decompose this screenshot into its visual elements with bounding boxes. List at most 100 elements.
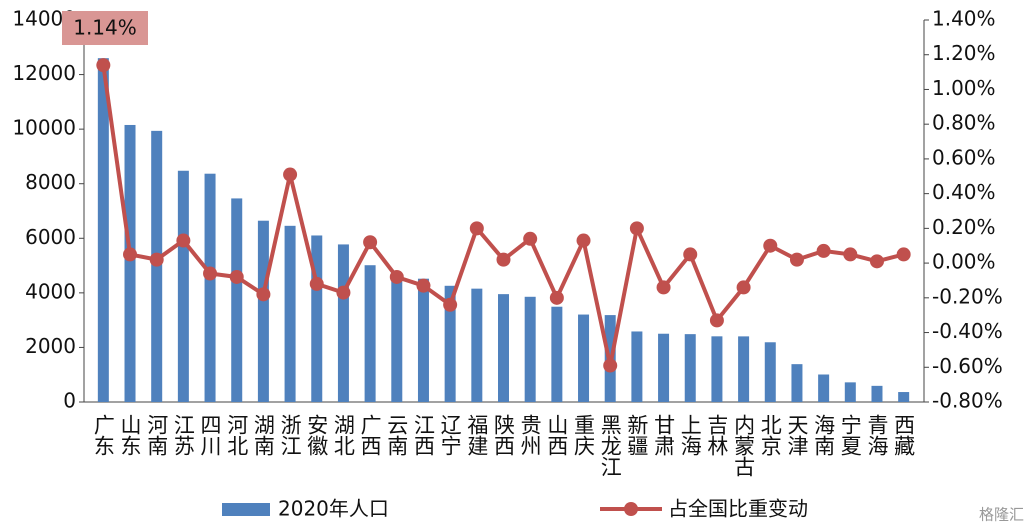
marker [283, 167, 298, 182]
bar [818, 374, 830, 402]
y2-tick-label: 0.60% [932, 145, 996, 169]
y-tick-label: 0 [63, 389, 76, 413]
legend-label: 2020年人口 [278, 497, 389, 521]
y-tick-label: 2000 [25, 334, 76, 358]
marker [443, 297, 458, 312]
x-tick-label: 山东 [118, 414, 142, 456]
marker [123, 247, 138, 262]
x-tick-label: 福建 [465, 414, 489, 456]
bar [764, 342, 776, 402]
bar [498, 294, 509, 402]
y2-tick-label: 1.40% [932, 7, 996, 31]
bar [631, 331, 643, 402]
y-tick-label: 4000 [25, 279, 76, 303]
x-tick-label: 陕西 [492, 414, 516, 456]
marker [416, 278, 431, 293]
bar [738, 336, 750, 402]
bar [337, 244, 349, 402]
marker [576, 233, 591, 248]
y2-tick-label: -0.80% [932, 389, 1003, 413]
marker [683, 247, 698, 262]
bar [898, 392, 910, 402]
bar [578, 314, 590, 402]
bar [471, 288, 483, 402]
x-tick-label: 海南 [812, 414, 836, 456]
y2-tick-label: -0.60% [932, 354, 1003, 378]
y-tick-label: 8000 [25, 170, 76, 194]
x-tick-label: 湖南 [251, 414, 275, 456]
marker [229, 269, 244, 284]
x-tick-label: 内蒙古 [732, 414, 756, 477]
marker [149, 252, 164, 267]
bar [204, 173, 216, 402]
y-tick-label: 12000 [12, 61, 76, 85]
bar [124, 124, 136, 402]
marker [336, 285, 351, 300]
y2-tick-label: 0.00% [932, 250, 996, 274]
bar [177, 170, 189, 402]
x-tick-label: 贵州 [518, 414, 542, 456]
watermark: 格隆汇 [979, 506, 1024, 524]
x-tick-label: 浙江 [278, 414, 302, 456]
marker [843, 247, 858, 262]
bar [658, 333, 670, 402]
x-tick-label: 天津 [785, 414, 809, 456]
marker [523, 231, 538, 246]
x-tick-label: 辽宁 [438, 414, 462, 456]
y2-tick-label: -0.40% [932, 319, 1003, 343]
y2-tick-label: 1.20% [932, 41, 996, 65]
marker [736, 280, 751, 295]
x-tick-label: 河南 [145, 414, 169, 456]
marker [389, 269, 404, 284]
bar [791, 364, 803, 402]
marker [789, 252, 804, 267]
annotation-box [62, 11, 148, 45]
bar [551, 306, 563, 402]
y2-tick-label: 1.00% [932, 76, 996, 100]
marker [816, 243, 831, 258]
legend-label: 占全国比重变动 [668, 497, 808, 521]
marker [363, 235, 378, 250]
bar [844, 382, 856, 402]
bar [524, 296, 536, 402]
y2-tick-label: 0.80% [932, 111, 996, 135]
bar [444, 285, 456, 402]
x-tick-label: 宁夏 [838, 414, 862, 456]
bar [97, 58, 109, 402]
marker [763, 238, 778, 253]
marker [709, 313, 724, 328]
annotation: 1.14% [73, 16, 137, 40]
marker [656, 280, 671, 295]
bar [284, 225, 296, 402]
x-tick-label: 广东 [91, 414, 115, 456]
marker [629, 221, 644, 236]
x-tick-label: 西藏 [892, 414, 916, 456]
bar [391, 273, 403, 402]
bar [684, 334, 696, 402]
x-tick-label: 云南 [385, 414, 409, 456]
legend-swatch [222, 503, 270, 516]
marker [869, 254, 884, 269]
y2-tick-label: 0.20% [932, 215, 996, 239]
bar [364, 265, 376, 402]
x-tick-label: 河北 [225, 414, 249, 456]
x-tick-label: 上海 [678, 414, 702, 456]
marker [469, 221, 484, 236]
x-tick-label: 广西 [358, 414, 382, 456]
x-tick-label: 重庆 [572, 414, 596, 456]
marker [96, 58, 111, 73]
marker [309, 276, 324, 291]
x-tick-label: 黑龙江 [598, 414, 622, 477]
bar [311, 235, 323, 402]
x-tick-label: 湖北 [331, 414, 355, 456]
bar [871, 385, 883, 402]
legend-swatch [624, 502, 638, 516]
bar [711, 336, 723, 402]
bar [231, 198, 243, 402]
x-tick-label: 安徽 [305, 414, 329, 456]
x-tick-label: 北京 [758, 414, 782, 456]
y2-tick-label: 0.40% [932, 180, 996, 204]
marker [496, 252, 511, 267]
bar [257, 220, 269, 402]
